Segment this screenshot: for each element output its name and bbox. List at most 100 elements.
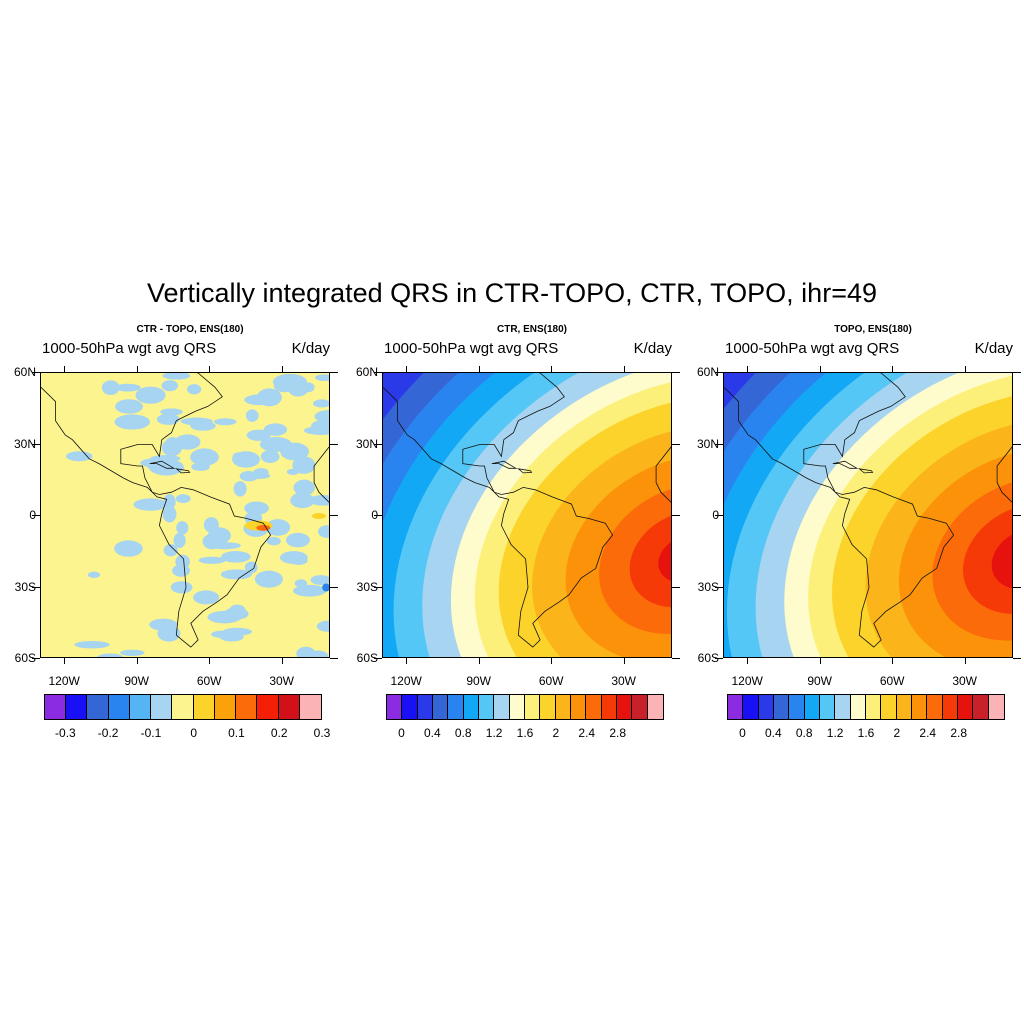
colorbar-label: 0.4 <box>423 726 441 740</box>
colorbar-swatch <box>524 695 541 719</box>
longitude-tick <box>281 658 283 664</box>
colorbar-swatch <box>758 695 774 719</box>
colorbar-label: 0.4 <box>764 726 782 740</box>
coastline-americas <box>41 373 272 648</box>
colorbar-swatch <box>743 695 759 719</box>
latitude-label: 0 <box>683 508 719 522</box>
colorbar-swatch <box>819 695 836 719</box>
colorbar-swatch <box>257 695 279 719</box>
colorbar-swatch <box>881 695 897 719</box>
panel-variable-label: 1000-50hPa wgt avg QRS <box>725 340 900 357</box>
colorbar-swatch <box>387 695 403 719</box>
coastline-africa <box>655 446 671 503</box>
contour-field <box>383 373 671 657</box>
latitude-tick <box>32 658 40 659</box>
colorbar-swatch <box>129 695 152 719</box>
colorbar-swatch <box>193 695 215 719</box>
colorbar-swatch <box>850 695 866 719</box>
panel-variable-label: 1000-50hPa wgt avg QRS <box>384 340 559 357</box>
colorbar-swatch <box>957 695 974 719</box>
longitude-tick <box>64 658 66 664</box>
colorbar-swatch <box>509 695 525 719</box>
latitude-tick <box>330 515 338 516</box>
latitude-label: 30S <box>14 579 36 594</box>
colorbar-label: 0.8 <box>795 726 813 740</box>
latitude-label: 0 <box>342 508 378 522</box>
longitude-label: 60W <box>538 674 564 688</box>
latitude-tick <box>32 372 40 373</box>
longitude-tick <box>892 366 894 372</box>
colorbar <box>386 694 664 720</box>
longitude-label: 120W <box>48 674 80 688</box>
coastline-cuba <box>832 460 859 469</box>
latitude-tick <box>672 443 680 445</box>
latitude-tick <box>672 586 680 588</box>
colorbar-swatch <box>647 695 663 719</box>
panel-unit-label: K/day <box>974 340 1013 357</box>
latitude-tick <box>672 372 680 373</box>
map-panel: CTR, ENS(180) 1000-50hPa wgt avg QRS K/day… <box>356 318 682 748</box>
latitude-label: 30S <box>356 579 378 594</box>
colorbar-swatch <box>570 695 587 719</box>
colorbar-label: -0.1 <box>140 726 162 740</box>
contour-field <box>724 373 1012 657</box>
colorbar-swatch <box>973 695 989 719</box>
coastline-cuba <box>149 460 176 469</box>
longitude-tick <box>209 366 211 372</box>
figure-title: Vertically integrated QRS in CTR-TOPO, C… <box>147 278 877 308</box>
contour-field <box>41 373 329 657</box>
coastline-hispaniola <box>516 468 533 474</box>
colorbar-label: 0 <box>739 726 746 740</box>
latitude-tick <box>374 586 382 588</box>
colorbar-swatch <box>87 695 109 719</box>
latitude-tick <box>374 372 382 373</box>
longitude-tick <box>964 366 966 372</box>
latitude-tick <box>330 372 338 373</box>
latitude-tick <box>32 515 40 516</box>
colorbar-label: -0.3 <box>55 726 76 740</box>
latitude-label: 0 <box>0 508 36 522</box>
colorbar-swatch <box>463 695 479 719</box>
colorbar-swatch <box>172 695 194 719</box>
longitude-tick <box>747 658 749 664</box>
colorbar-swatch <box>942 695 958 719</box>
colorbar-swatch <box>586 695 602 719</box>
colorbar-swatch <box>865 695 882 719</box>
latitude-tick <box>374 658 382 659</box>
longitude-tick <box>406 658 408 664</box>
colorbar <box>44 694 322 720</box>
longitude-tick <box>551 366 553 372</box>
longitude-tick <box>623 366 625 372</box>
colorbar <box>727 694 1005 720</box>
panel-unit-label: K/day <box>291 340 330 357</box>
panel-variable-label: 1000-50hPa wgt avg QRS <box>42 340 217 357</box>
colorbar-swatch <box>151 695 173 719</box>
longitude-tick <box>64 366 66 372</box>
latitude-tick <box>715 658 723 659</box>
longitude-tick <box>551 658 553 664</box>
colorbar-swatch <box>278 695 300 719</box>
latitude-tick <box>1013 372 1021 373</box>
latitude-tick <box>672 515 680 516</box>
longitude-label: 30W <box>952 674 977 688</box>
longitude-label: 90W <box>466 674 491 688</box>
latitude-label: 60N <box>13 365 36 379</box>
colorbar-label: 0.3 <box>313 726 331 740</box>
coastline-africa <box>313 446 329 503</box>
longitude-label: 120W <box>390 674 422 688</box>
latitude-tick <box>715 443 723 445</box>
coastline-americas <box>724 373 955 648</box>
latitude-label: 60N <box>355 365 378 379</box>
longitude-tick <box>892 658 894 664</box>
coastline-hispaniola <box>857 468 874 474</box>
latitude-label: 60S <box>14 651 36 665</box>
longitude-tick <box>281 366 283 372</box>
longitude-tick <box>406 366 408 372</box>
coastline-africa <box>996 446 1012 503</box>
latitude-tick <box>1013 586 1021 588</box>
latitude-label: 60S <box>697 651 719 665</box>
map-panel: CTR - TOPO, ENS(180) 1000-50hPa wgt avg Q… <box>14 318 340 748</box>
longitude-tick <box>478 366 480 372</box>
latitude-tick <box>715 586 723 588</box>
colorbar-swatch <box>402 695 418 719</box>
